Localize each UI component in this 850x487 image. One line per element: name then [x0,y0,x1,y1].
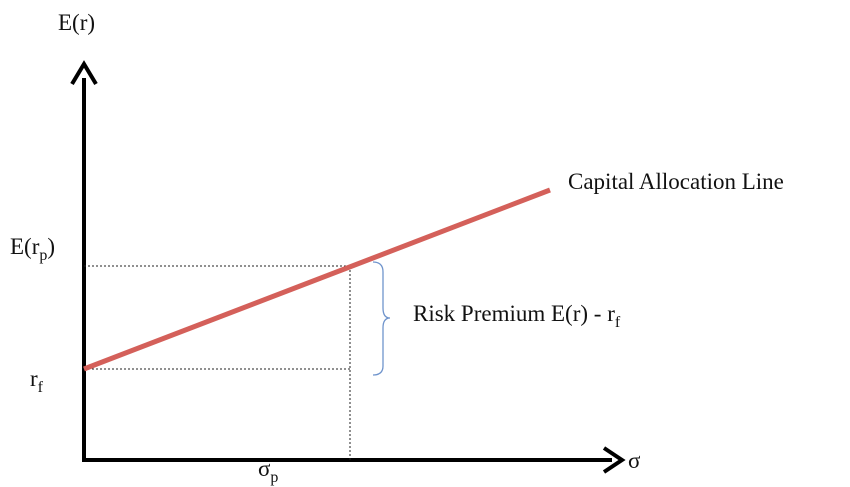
portfolio-return-label: E(rp) [10,234,55,264]
label-sub: p [270,469,278,486]
line-label: Capital Allocation Line [568,169,784,194]
label-main: σ [258,456,271,481]
label-sub: f [615,314,621,331]
guides [84,265,351,460]
label-sub: f [38,379,44,396]
x-axis-label: σ [628,448,641,473]
label-main: Risk Premium E(r) - r [413,301,615,326]
brace [372,261,391,376]
risk-premium-label: Risk Premium E(r) - rf [413,301,621,331]
label-tail: ) [47,234,55,259]
y-axis-arrow [70,60,98,86]
label-main: E(r [10,234,40,259]
label-main: r [30,366,38,391]
portfolio-risk-label: σp [258,456,278,486]
label-sub: p [39,247,47,264]
risk-free-label: rf [30,366,44,396]
cal-line [83,187,551,372]
x-axis-arrow [602,446,626,474]
y-axis-label: E(r) [58,10,95,35]
